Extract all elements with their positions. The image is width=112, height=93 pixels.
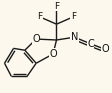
Text: F: F <box>53 2 59 11</box>
Text: O: O <box>49 49 56 59</box>
Text: F: F <box>37 12 42 21</box>
Text: O: O <box>32 34 40 44</box>
Text: C: C <box>86 39 93 49</box>
Text: N: N <box>70 32 78 42</box>
Text: F: F <box>70 12 75 21</box>
Text: O: O <box>100 44 108 54</box>
